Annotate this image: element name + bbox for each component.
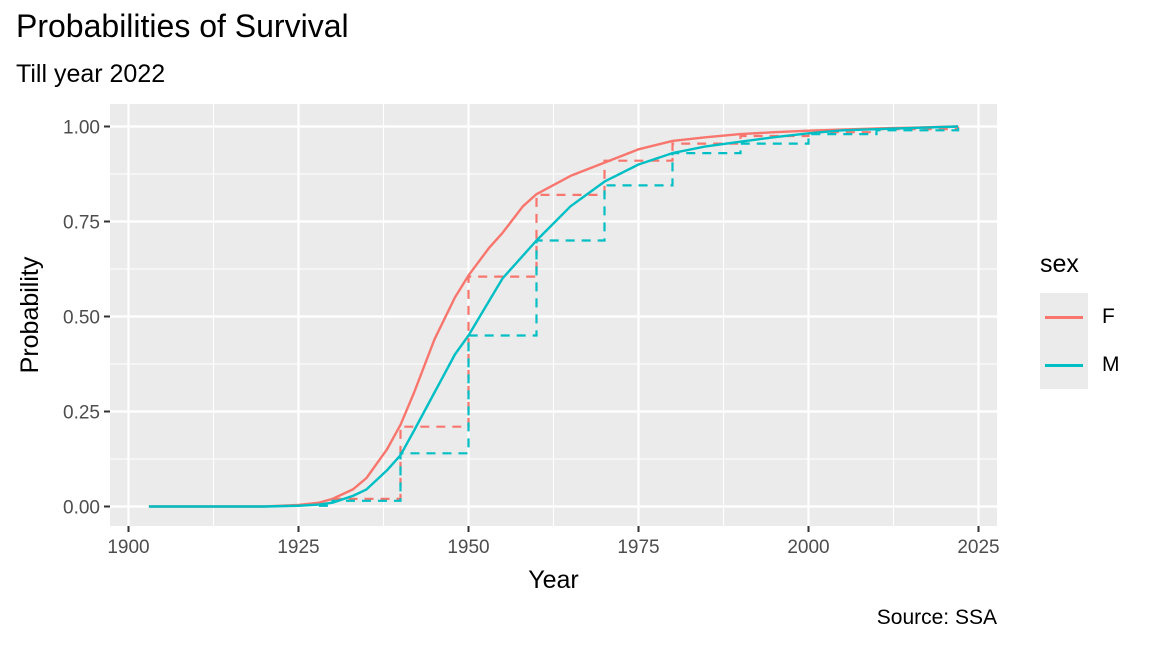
y-tick-label: 0.00	[63, 498, 100, 519]
legend-label-f: F	[1102, 305, 1115, 328]
x-tick-label: 1950	[447, 537, 489, 558]
legend-item-f: F	[1040, 293, 1120, 341]
x-tick-label: 2000	[787, 537, 829, 558]
y-tick-label: 0.25	[63, 403, 100, 424]
chart-caption: Source: SSA	[876, 606, 997, 629]
smooth-line-m	[148, 125, 959, 508]
y-tick-label: 1.00	[63, 118, 100, 139]
y-tick-label: 0.50	[63, 308, 100, 329]
x-tick-label: 2025	[957, 537, 999, 558]
y-axis-title: Probability	[16, 256, 44, 373]
legend-key-f	[1040, 293, 1088, 341]
x-axis-title: Year	[528, 566, 579, 594]
legend-item-m: M	[1040, 341, 1120, 389]
x-tick-label: 1975	[617, 537, 659, 558]
legend: sex F M	[1040, 250, 1120, 389]
step-line-m	[318, 126, 960, 507]
y-tick-label: 0.75	[63, 213, 100, 234]
x-tick-label: 1900	[107, 537, 149, 558]
legend-key-m	[1040, 341, 1088, 389]
x-tick-label: 1925	[277, 537, 319, 558]
legend-title: sex	[1040, 250, 1079, 278]
chart-title: Probabilities of Survival	[16, 8, 349, 44]
chart-subtitle: Till year 2022	[16, 60, 166, 88]
legend-label-m: M	[1102, 353, 1120, 376]
smooth-line-f	[148, 125, 959, 508]
